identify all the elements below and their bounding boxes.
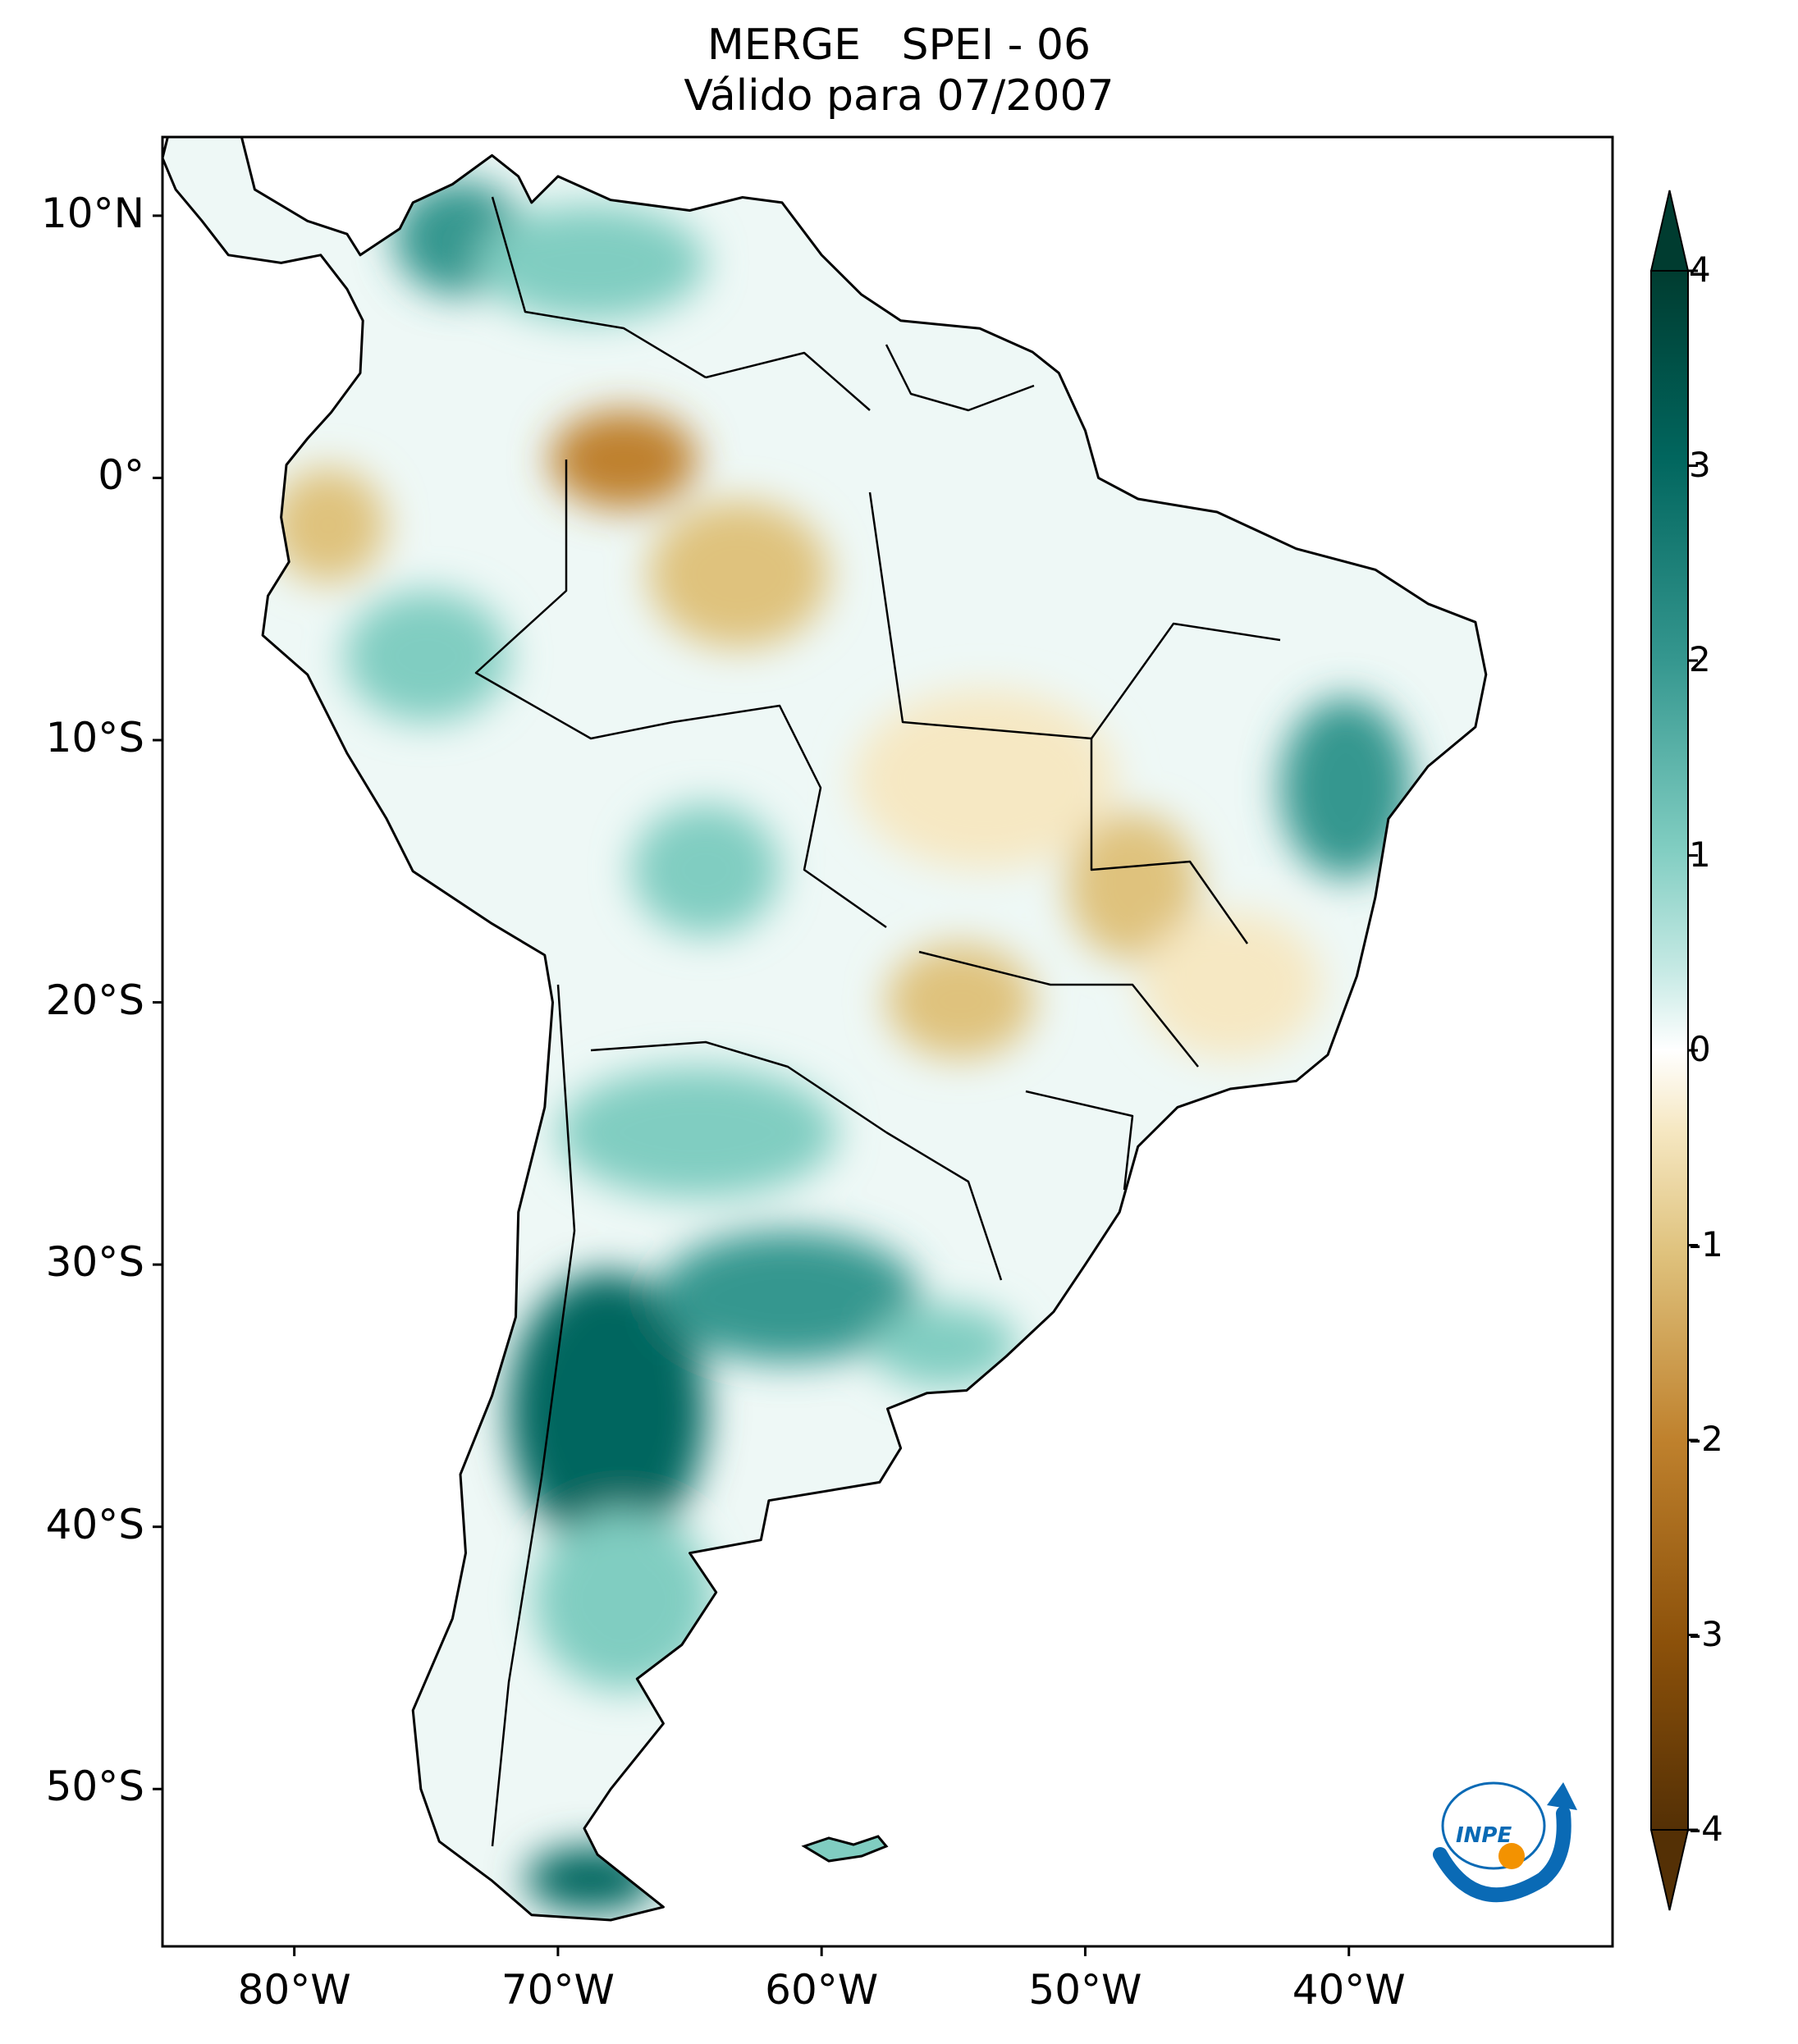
lat-tick-label: 20°S <box>45 976 144 1024</box>
logo-text: INPE <box>1456 1823 1512 1848</box>
lon-tick-label: 80°W <box>237 1966 351 2014</box>
wet-zone-bahia <box>1280 697 1411 878</box>
wet-zone-pampas <box>657 1231 919 1362</box>
wet-zone-peru <box>345 591 509 722</box>
dry-zone-ecuador <box>271 468 386 583</box>
dry-zone-amazon-central <box>648 501 829 648</box>
colorbar-tick-label: 2 <box>1689 639 1711 679</box>
political-borders <box>474 196 1281 1847</box>
dry-zone-mato-grosso <box>853 689 1116 870</box>
logo-swoosh <box>1433 1806 1572 1903</box>
colorbar-tick-label: -3 <box>1689 1613 1723 1654</box>
colorbar-tick-label: -4 <box>1689 1809 1723 1849</box>
wet-zone-north-argentina <box>558 1067 837 1198</box>
inpe-logo: INPE <box>1433 1781 1577 1903</box>
border-brazil-states-4 <box>1025 1090 1134 1191</box>
colorbar-body <box>1651 271 1688 1830</box>
border-chile-argentina <box>491 984 576 1847</box>
lat-tick-label: 10°N <box>40 189 144 237</box>
lat-tick-label: 50°S <box>45 1763 144 1811</box>
lat-tick-label: 0° <box>98 451 144 500</box>
logo-orange-dot <box>1498 1843 1525 1869</box>
latitude-ticks <box>153 214 162 1790</box>
colorbar <box>1649 190 1698 1911</box>
logo-arrow <box>1547 1782 1577 1810</box>
border-guianas <box>885 344 1035 412</box>
dry-zone-amazon-northwest <box>550 410 698 509</box>
border-brazil-bolivia <box>672 704 887 929</box>
logo-orbit <box>1441 1781 1546 1870</box>
lon-tick-label: 40°W <box>1292 1966 1406 2014</box>
border-peru-brazil <box>474 460 674 740</box>
continent-land <box>161 135 1488 1922</box>
dry-zone-ms <box>886 944 1034 1059</box>
colorbar-extend-top <box>1649 190 1690 272</box>
colorbar-tick-label: 0 <box>1689 1029 1711 1069</box>
map-title: MERGE SPEI - 06 Válido para 07/2007 <box>0 20 1798 121</box>
lon-tick-label: 50°W <box>1028 1966 1142 2014</box>
colorbar-extend-bottom <box>1649 1829 1690 1911</box>
colorbar-tick-label: 4 <box>1689 249 1711 290</box>
border-colombia-venezuela <box>491 196 707 379</box>
wet-zone-bolivia <box>632 804 780 935</box>
wet-zone-patagonia <box>533 1510 714 1690</box>
lat-tick-label: 30°S <box>45 1238 144 1287</box>
border-venezuela-brazil <box>705 351 871 411</box>
colorbar-tick-label: 1 <box>1689 834 1711 875</box>
colorbar-tick-label: -2 <box>1689 1419 1723 1459</box>
wet-zone-venezuela <box>476 205 706 320</box>
longitude-ticks <box>293 1946 1351 1956</box>
border-brazil-states-3 <box>918 950 1199 1068</box>
land-mass <box>162 137 1486 1920</box>
border-brazil-states-2 <box>1090 738 1249 944</box>
dry-zone-goias <box>1067 812 1198 960</box>
border-argentina-brazil <box>885 1131 1003 1281</box>
falkland-islands <box>801 1835 889 1863</box>
title-line-2: Válido para 07/2007 <box>684 71 1114 121</box>
colorbar-tick-label: 3 <box>1689 444 1711 485</box>
colorbar-tick-label: -1 <box>1689 1223 1723 1264</box>
lon-tick-label: 70°W <box>501 1966 615 2014</box>
lat-tick-label: 10°S <box>45 714 144 761</box>
wet-zone-central-argentina <box>509 1272 706 1551</box>
title-line-1: MERGE SPEI - 06 <box>707 21 1091 70</box>
coastline <box>161 135 1488 1922</box>
lat-tick-label: 40°S <box>45 1500 144 1548</box>
lon-tick-label: 60°W <box>765 1966 879 2014</box>
dry-zone-minas <box>1141 911 1321 1059</box>
border-bolivia-paraguay <box>590 1040 887 1134</box>
wet-zone-uruguay <box>870 1305 1018 1387</box>
